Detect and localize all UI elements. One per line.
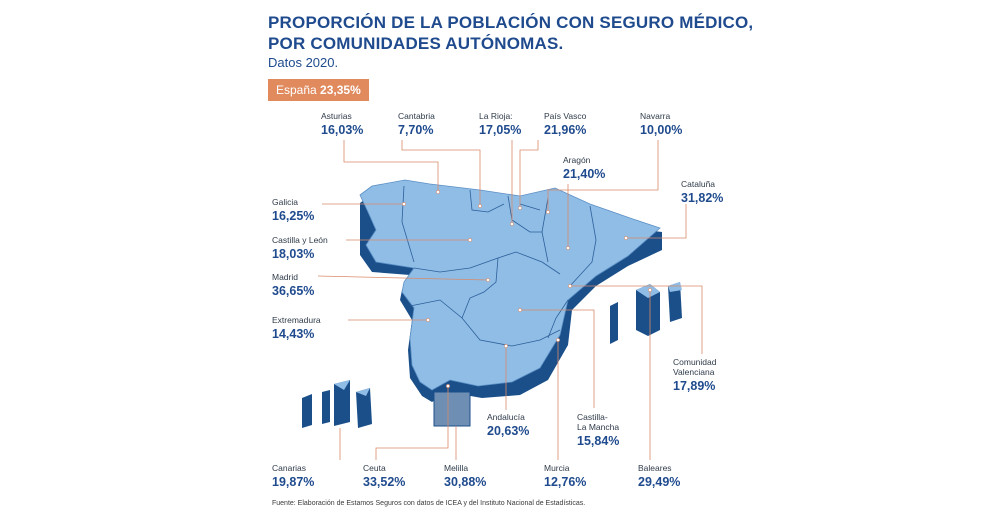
region-name: Melilla [444,463,469,473]
region-name: La Rioja: [479,111,513,121]
region-name: Extremadura [272,315,321,325]
chart-title: PROPORCIÓN DE LA POBLACIÓN CON SEGURO MÉ… [268,12,753,54]
label-pais-vasco: País Vasco 21,96% [544,111,586,138]
label-extremadura: Extremadura 14,43% [272,315,321,342]
region-value: 17,05% [479,123,522,137]
region-value: 29,49% [638,475,681,489]
region-name: Murcia [544,463,570,473]
leader-lines [317,140,703,460]
region-borders [401,185,597,347]
region-name: Ceuta [363,463,386,473]
source-note: Fuente: Elaboración de Estamos Seguros c… [272,500,586,507]
region-name: Asturias [321,111,352,121]
region-name: Castilla- [577,412,608,422]
region-value: 10,00% [640,123,683,137]
national-label: España [276,83,317,97]
national-value: 23,35% [320,83,361,97]
region-name: Canarias [272,463,307,473]
region-value: 20,63% [487,424,530,438]
region-value: 33,52% [363,475,406,489]
region-value: 19,87% [272,475,315,489]
region-name: Navarra [640,111,671,121]
label-navarra: Navarra 10,00% [640,111,682,138]
title-line-1: PROPORCIÓN DE LA POBLACIÓN CON SEGURO MÉ… [268,13,754,32]
region-name: Madrid [272,272,298,282]
title-line-2: POR COMUNIDADES AUTÓNOMAS. [268,34,564,53]
label-murcia: Murcia 12,76% [544,463,586,490]
region-value: 14,43% [272,327,315,341]
region-name: Valenciana [673,367,715,377]
label-melilla: Melilla 30,88% [444,463,486,490]
region-value: 36,65% [272,284,315,298]
region-value: 16,25% [272,209,315,223]
region-name: Cantabria [398,111,435,121]
region-name: País Vasco [544,111,587,121]
region-name: Galicia [272,197,298,207]
label-aragon: Aragón 21,40% [563,155,605,182]
label-madrid: Madrid 36,65% [272,272,314,299]
region-value: 17,89% [673,379,716,393]
region-name: Aragón [563,155,591,165]
subtitle: Datos 2020. [268,55,339,70]
region-name: Baleares [638,463,672,473]
label-castilla-la-mancha: Castilla- La Mancha 15,84% [577,412,619,449]
label-castilla-leon: Castilla y León 18,03% [272,235,328,262]
baleares-islands [610,282,682,344]
region-name: Cataluña [681,179,716,189]
region-value: 16,03% [321,123,364,137]
region-value: 30,88% [444,475,487,489]
label-cataluna: Cataluña 31,82% [681,179,723,206]
label-galicia: Galicia 16,25% [272,197,314,224]
leader-dots [402,190,652,388]
label-cantabria: Cantabria 7,70% [398,111,435,138]
label-andalucia: Andalucía 20,63% [487,412,529,439]
region-name: La Mancha [577,422,620,432]
region-value: 31,82% [681,191,724,205]
region-name: Castilla y León [272,235,328,245]
region-value: 21,40% [563,167,606,181]
region-value: 12,76% [544,475,587,489]
ceuta-melilla-box [433,391,471,427]
label-canarias: Canarias 19,87% [272,463,314,490]
region-value: 15,84% [577,434,620,448]
national-badge: España 23,35% [268,79,369,101]
label-asturias: Asturias 16,03% [321,111,363,138]
label-baleares: Baleares 29,49% [638,463,680,490]
region-value: 21,96% [544,123,587,137]
region-name: Comunidad [673,357,717,367]
label-ceuta: Ceuta 33,52% [363,463,405,490]
canarias-islands [302,380,372,428]
region-value: 18,03% [272,247,315,261]
label-comunidad-valenciana: Comunidad Valenciana 17,89% [673,357,716,394]
peninsula-top [359,179,661,391]
region-name: Andalucía [487,412,525,422]
label-la-rioja: La Rioja: 17,05% [479,111,521,138]
region-value: 7,70% [398,123,434,137]
